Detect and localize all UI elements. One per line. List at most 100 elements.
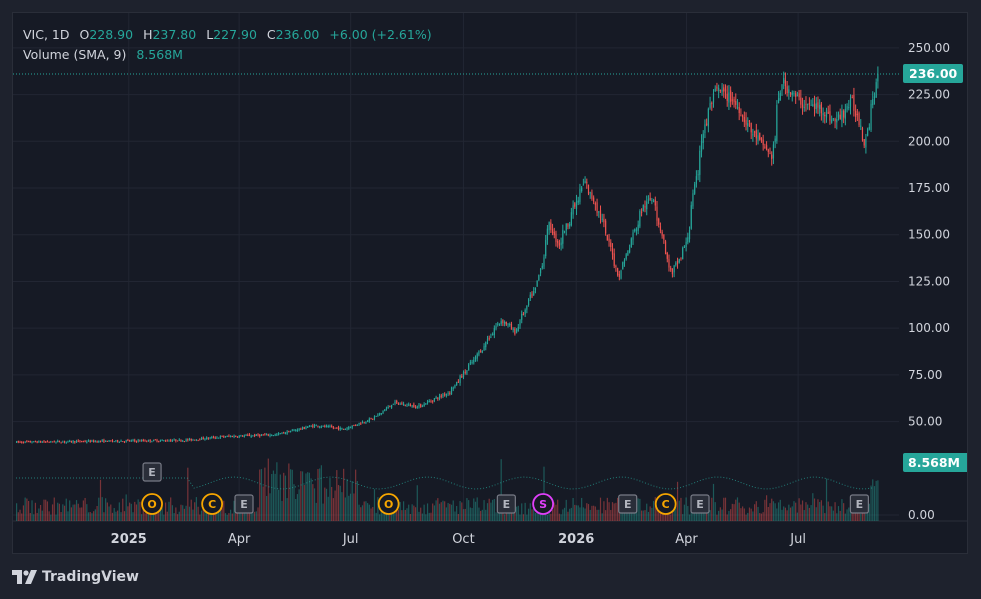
candle-body <box>533 291 535 296</box>
candle-body <box>343 428 345 430</box>
volume-bar <box>447 503 449 521</box>
other-event-marker[interactable] <box>141 493 163 515</box>
candle-body <box>786 86 788 94</box>
interval-label[interactable]: 1D <box>51 27 70 42</box>
candle-body <box>216 437 218 439</box>
candle-body <box>815 103 817 110</box>
volume-bar <box>265 495 268 521</box>
volume-bar <box>255 511 257 521</box>
volume-bar <box>53 497 55 521</box>
volume-label[interactable]: Volume (SMA, 9) <box>23 47 127 62</box>
volume-bar <box>495 512 497 521</box>
candle-body <box>192 439 194 441</box>
volume-row: Volume (SMA, 9) 8.568M <box>23 45 432 65</box>
volume-bar <box>301 471 304 521</box>
candle-body <box>129 440 131 442</box>
volume-bar <box>108 506 110 521</box>
volume-bar <box>492 499 494 521</box>
volume-bar <box>791 506 793 521</box>
earnings-marker[interactable] <box>142 462 162 482</box>
dividend-marker[interactable] <box>201 493 224 515</box>
candle-body <box>276 434 278 436</box>
volume-bar <box>180 504 182 521</box>
candle-body <box>596 202 598 213</box>
candle-body <box>735 101 737 105</box>
candle-body <box>742 115 744 118</box>
candle-body <box>171 440 174 442</box>
candle-body <box>283 432 285 434</box>
volume-bar <box>670 514 672 521</box>
candle-body <box>663 234 665 240</box>
other-event-marker[interactable] <box>377 493 400 515</box>
volume-bar <box>450 504 453 521</box>
volume-bar <box>63 505 66 521</box>
candle-body <box>731 99 733 101</box>
candle-body <box>861 127 864 141</box>
volume-bar <box>860 513 862 521</box>
candle-body <box>697 174 699 176</box>
volume-bar <box>599 497 602 521</box>
candle-body <box>642 204 644 212</box>
volume-bar <box>231 513 233 521</box>
candle-body <box>406 404 408 406</box>
volume-bar <box>87 512 90 521</box>
dividend-marker[interactable] <box>654 493 677 515</box>
volume-bar <box>29 512 31 521</box>
candle-body <box>760 137 763 141</box>
candle-body <box>825 110 828 118</box>
chart-pane[interactable]: 250.00 225.00 200.00 175.00 150.00 125.00 100.… <box>12 12 968 554</box>
volume-bar <box>351 481 353 521</box>
candle-body <box>41 441 43 443</box>
candle-body <box>185 439 187 442</box>
volume-bar <box>183 508 186 521</box>
volume-bar <box>370 508 372 521</box>
candle-body <box>671 268 674 275</box>
split-marker[interactable] <box>532 493 555 515</box>
volume-bar <box>271 474 273 521</box>
volume-bar <box>700 513 703 521</box>
earnings-marker[interactable] <box>496 494 516 514</box>
candle-body <box>683 246 685 248</box>
volume-bar <box>853 506 855 521</box>
earnings-marker[interactable] <box>690 494 710 514</box>
candle-body <box>730 90 732 102</box>
volume-bar <box>399 502 401 521</box>
price-chart[interactable]: 250.00 225.00 200.00 175.00 150.00 125.00 100.… <box>13 13 968 554</box>
candle-body <box>620 270 622 279</box>
volume-bar <box>45 499 47 521</box>
candle-body <box>161 440 163 442</box>
candle-body <box>365 421 367 424</box>
candle-body <box>539 268 542 274</box>
volume-bar <box>420 507 422 521</box>
volume-bar <box>36 512 38 521</box>
candle-body <box>226 435 228 437</box>
volume-bar <box>562 509 564 521</box>
volume-bar <box>65 498 67 521</box>
earnings-marker[interactable] <box>234 494 254 514</box>
candle-body <box>166 440 168 442</box>
volume-bar <box>754 504 756 521</box>
price-axis-tick: 175.00 <box>908 181 950 195</box>
volume-bar <box>161 507 163 521</box>
earnings-marker[interactable] <box>849 494 869 514</box>
volume-bar <box>798 498 800 521</box>
candle-body <box>372 418 374 420</box>
volume-bar <box>529 503 531 521</box>
volume-bar <box>168 501 170 521</box>
candle-body <box>127 439 129 441</box>
candle-body <box>65 441 67 443</box>
volume-bar <box>872 479 874 521</box>
volume-bar <box>800 504 802 521</box>
earnings-marker[interactable] <box>618 494 638 514</box>
candle-body <box>123 441 126 443</box>
candle-body <box>476 353 478 359</box>
candle-body <box>702 133 704 143</box>
candle-body <box>19 441 21 443</box>
symbol-label[interactable]: VIC <box>23 27 44 42</box>
volume-bar <box>605 510 607 521</box>
tradingview-logo[interactable]: TradingView <box>12 569 139 585</box>
volume-bar <box>504 514 506 521</box>
candle-body <box>488 338 490 340</box>
volume-bar <box>291 469 293 521</box>
volume-bar <box>96 505 98 521</box>
